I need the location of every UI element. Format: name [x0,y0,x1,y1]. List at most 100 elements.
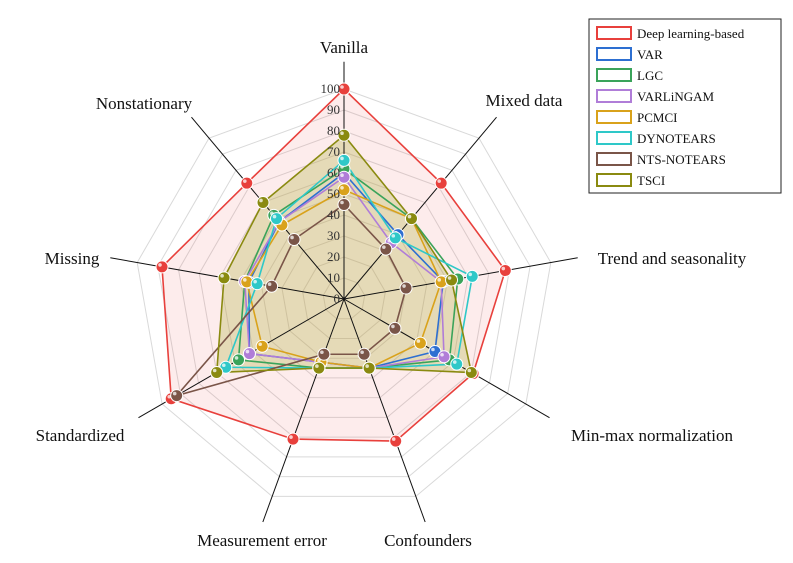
axis-label: Vanilla [320,38,369,57]
grid-ring [322,277,366,320]
data-point-highlight [402,284,406,288]
legend-label: VARLiNGAM [637,89,714,104]
series-markers [155,82,512,448]
tick-label: 50 [327,186,340,201]
legend: Deep learning-based VAR LGC VARLiNGAM PCMCI D… [588,18,782,194]
data-point [312,361,326,375]
data-point-highlight [431,347,435,352]
grid-ring [302,256,386,339]
axis-label: Missing [45,249,100,268]
axis-label: Standardized [36,426,125,445]
data-point-highlight [360,350,364,355]
data-point-highlight [172,391,177,396]
legend-swatch [596,110,632,124]
data-point [464,366,478,379]
axis-labels: Vanilla Mixed data Trend and seasonality Mi… [36,38,747,550]
series-line [174,203,407,398]
data-point-highlight [447,276,452,280]
data-point [217,271,231,285]
legend-swatch [596,131,632,145]
radial-tick-labels: 0 10 20 30 40 50 60 70 80 90 100 [321,81,341,306]
data-point-highlight [258,342,262,347]
axis-label: Mixed data [486,91,563,110]
data-point-highlight [340,200,344,205]
series-fills [162,89,506,442]
data-point-highlight [242,278,247,282]
data-point-highlight [501,266,506,271]
data-point-highlight [234,356,239,360]
axis-label: Measurement error [197,531,327,550]
data-point-highlight [407,214,412,219]
data-point [465,269,479,283]
data-point-highlight [167,394,172,399]
data-point [362,361,376,375]
data-point [389,434,403,448]
legend-swatch [596,47,632,61]
data-point-highlight [452,360,457,364]
data-point [265,279,279,293]
data-point [413,336,427,350]
axis-spoke [262,298,345,523]
series-line [161,87,507,442]
data-point-highlight [391,324,395,329]
tick-label: 100 [321,81,341,96]
data-point-highlight [437,278,442,282]
legend-label: LGC [637,68,663,83]
data-point-highlight [440,352,444,357]
data-point-highlight [365,364,369,368]
data-point-highlight [245,349,250,354]
axis-spoke [343,116,497,300]
grid-ring [198,151,490,438]
legend-label: TSCI [637,173,665,188]
legend-label: NTS-NOTEARS [637,152,726,167]
radar-grid [136,88,552,497]
data-point [379,242,393,256]
data-point-highlight [272,214,277,219]
tick-label: 70 [327,144,340,159]
data-point-highlight [340,85,344,89]
data-point-highlight [320,350,324,355]
data-point-highlight [212,368,217,373]
legend-label: VAR [637,47,663,62]
axis-label: Confounders [384,531,472,550]
legend-swatch [596,26,632,40]
data-point-highlight [221,363,226,368]
data-point-highlight [259,198,263,203]
legend-label: PCMCI [637,110,677,125]
tick-label: 30 [327,228,340,243]
grid-ring [136,88,552,497]
data-point [240,176,254,190]
axis-label: Min-max normalization [571,426,733,445]
data-point [170,389,184,403]
data-point [404,212,418,226]
series-line [215,134,473,374]
grid-ring [178,130,510,458]
legend-label: Deep learning-based [637,26,745,41]
data-point [255,339,269,353]
legend-swatch [596,173,632,187]
data-point-highlight [158,263,162,267]
data-point [270,212,284,226]
data-point [287,232,301,246]
axis-spoke [343,298,426,523]
tick-label: 10 [327,270,340,285]
tick-label: 0 [334,291,341,306]
data-point-highlight [340,173,344,177]
data-point-highlight [391,234,396,238]
data-point [210,366,224,379]
tick-label: 20 [327,249,340,264]
data-point [450,357,464,371]
data-point [498,264,512,278]
data-point-highlight [416,339,421,343]
data-point-highlight [289,435,293,439]
data-point-highlight [220,274,224,278]
data-point [286,432,300,446]
data-point [388,231,402,245]
data-point [250,277,264,291]
axis-label: Nonstationary [96,94,193,113]
data-point-highlight [243,179,247,183]
series-line [245,188,443,369]
data-point-highlight [467,368,472,373]
grid-ring [157,109,531,478]
